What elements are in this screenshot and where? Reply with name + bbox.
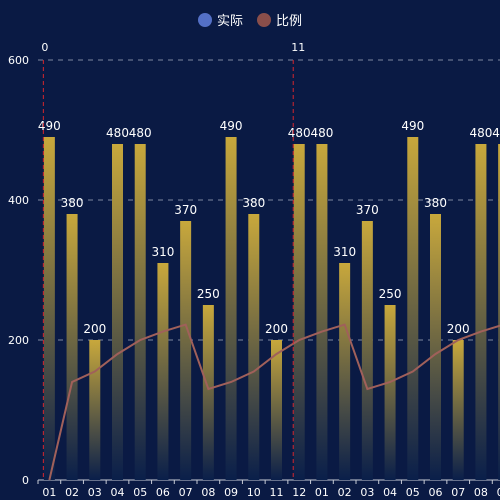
x-tick-label: 04 [383, 486, 397, 499]
bar-value-label: 200 [447, 322, 470, 336]
x-tick-label: 09 [497, 486, 500, 499]
bar-value-label: 200 [83, 322, 106, 336]
bar[interactable] [112, 144, 123, 480]
legend-swatch-actual [197, 12, 212, 27]
bar[interactable] [361, 221, 373, 480]
x-tick-label: 05 [133, 486, 147, 499]
bar-value-label: 480 [469, 126, 492, 140]
legend-item-actual[interactable]: 实际 [197, 10, 243, 29]
marker-label: 11 [291, 41, 305, 54]
bar-value-label: 370 [174, 203, 197, 217]
bar-value-label: 370 [356, 203, 379, 217]
bar[interactable] [43, 137, 55, 480]
bar-value-label: 380 [242, 196, 265, 210]
bar-value-label: 200 [265, 322, 288, 336]
y-tick-label: 400 [8, 194, 29, 207]
bar-value-label: 480 [129, 126, 152, 140]
bar-value-label: 310 [151, 245, 174, 259]
bar[interactable] [66, 214, 78, 480]
x-tick-label: 09 [224, 486, 238, 499]
bar[interactable] [202, 305, 214, 480]
bar[interactable] [316, 144, 328, 480]
bar[interactable] [180, 221, 192, 480]
legend-label-ratio: 比例 [276, 14, 303, 29]
x-tick-label: 01 [42, 486, 56, 499]
bar[interactable] [339, 263, 351, 480]
bar-value-label: 480 [106, 126, 129, 140]
x-tick-label: 02 [338, 486, 352, 499]
x-tick-label: 08 [474, 486, 488, 499]
bar-value-label: 480 [492, 126, 500, 140]
bar[interactable] [498, 144, 500, 480]
x-tick-label: 07 [451, 486, 465, 499]
legend-item-ratio[interactable]: 比例 [257, 10, 302, 29]
x-tick-label: 07 [179, 486, 193, 499]
bar[interactable] [407, 137, 419, 480]
ratio-line[interactable] [48, 323, 500, 481]
bar[interactable] [475, 144, 487, 480]
bar[interactable] [134, 144, 146, 480]
bar[interactable] [271, 340, 282, 480]
legend: 实际 比例 [0, 10, 500, 29]
bar-value-label: 490 [38, 119, 61, 133]
bar[interactable] [452, 340, 464, 480]
bar[interactable] [248, 214, 260, 480]
bar-value-label: 250 [197, 287, 220, 301]
marker-label: 0 [41, 41, 48, 54]
x-tick-label: 12 [292, 486, 306, 499]
x-tick-label: 06 [429, 486, 443, 499]
bar[interactable] [225, 137, 237, 480]
x-tick-label: 10 [247, 486, 261, 499]
bar-value-label: 250 [379, 287, 402, 301]
legend-label-actual: 实际 [216, 14, 243, 29]
legend-swatch-ratio [257, 12, 271, 27]
x-tick-label: 03 [88, 486, 102, 499]
bar[interactable] [157, 263, 169, 480]
x-tick-label: 01 [315, 486, 329, 499]
x-tick-label: 06 [156, 486, 170, 499]
x-tick-label: 11 [270, 486, 284, 499]
bar[interactable] [430, 214, 441, 480]
bar-value-label: 490 [401, 119, 424, 133]
x-tick-label: 02 [65, 486, 79, 499]
bar[interactable] [89, 340, 101, 480]
bar-value-label: 380 [424, 196, 447, 210]
y-tick-label: 600 [8, 54, 29, 67]
bar-value-label: 480 [288, 126, 311, 140]
x-tick-label: 04 [111, 486, 125, 499]
bar[interactable] [384, 305, 396, 480]
bar-value-label: 380 [61, 196, 84, 210]
bar-value-label: 310 [333, 245, 356, 259]
bar[interactable] [293, 144, 305, 480]
x-tick-label: 03 [360, 486, 374, 499]
x-tick-label: 08 [201, 486, 215, 499]
x-tick-label: 05 [406, 486, 420, 499]
bar-value-label: 480 [310, 126, 333, 140]
y-tick-label: 0 [22, 474, 29, 487]
bar-value-label: 490 [220, 119, 243, 133]
y-tick-label: 200 [8, 334, 29, 347]
